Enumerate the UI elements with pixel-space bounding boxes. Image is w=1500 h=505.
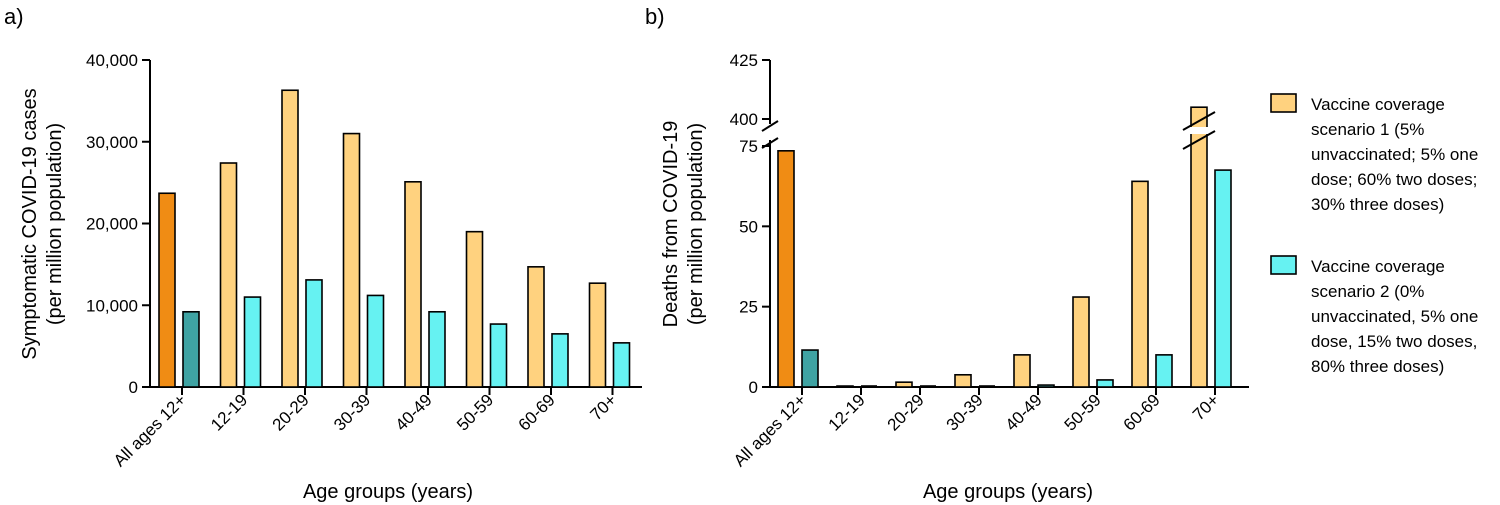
bar-a-scenario2 bbox=[489, 323, 508, 388]
legend-text-line: unvaccinated; 5% one bbox=[1311, 145, 1478, 164]
y-axis-title-a-line2: (per million population) bbox=[44, 123, 66, 325]
bar-b-scenario2 bbox=[1214, 169, 1232, 388]
bar-a-scenario1 bbox=[342, 132, 361, 388]
y-tick-label-a: 30,000 bbox=[86, 133, 138, 152]
legend-swatch-scenario1 bbox=[1270, 93, 1297, 113]
legend: Vaccine coverage scenario 1 (5% unvaccinat… bbox=[1270, 93, 1478, 376]
bar-b-scenario1 bbox=[777, 150, 795, 388]
x-tick-label-b: 50-59 bbox=[1061, 390, 1105, 434]
bar-a-scenario1 bbox=[281, 89, 299, 388]
y-tick-label-b: 0 bbox=[749, 378, 758, 397]
x-tick-label-b: 20-29 bbox=[884, 390, 928, 434]
bar-a-scenario2 bbox=[366, 294, 385, 388]
bar-b-scenario2 bbox=[1096, 379, 1114, 388]
y-tick-label-b: 425 bbox=[730, 51, 758, 70]
legend-text-line: 30% three doses) bbox=[1311, 195, 1444, 214]
bar-b-scenario1 bbox=[1131, 180, 1149, 388]
x-axis-title-b: Age groups (years) bbox=[923, 481, 1093, 503]
legend-text-line: dose, 15% two doses, bbox=[1311, 332, 1477, 351]
legend-swatch-scenario2 bbox=[1270, 255, 1297, 275]
bar-a-scenario2 bbox=[182, 310, 200, 388]
legend-text-line: dose; 60% two doses; bbox=[1311, 170, 1477, 189]
chart-b-deaths: 0 25 50 75 400 425 All ages 12+ 12-19 20-29 30-39… bbox=[660, 51, 1249, 503]
bar-b-scenario2 bbox=[1155, 354, 1173, 388]
x-tick-label-a: 20-29 bbox=[269, 390, 313, 434]
panel-b-label: b) bbox=[645, 4, 665, 29]
legend-text-line: scenario 2 (0% bbox=[1311, 282, 1424, 301]
x-tick-label-a: 40-49 bbox=[392, 390, 436, 434]
legend-text-line: Vaccine coverage bbox=[1311, 95, 1445, 114]
bar-a-scenario2 bbox=[551, 333, 569, 388]
bar-a-scenario1 bbox=[588, 282, 607, 388]
bar-a-scenario2 bbox=[428, 310, 446, 388]
y-axis-title-a: Symptomatic COVID-19 cases (per million p… bbox=[19, 88, 66, 359]
bar-b-scenario2 bbox=[1037, 384, 1055, 388]
y-tick-label-b: 75 bbox=[739, 137, 758, 156]
y-tick-label-a: 20,000 bbox=[86, 215, 138, 234]
bar-b-scenario1 bbox=[895, 381, 913, 388]
legend-text-line: unvaccinated, 5% one bbox=[1311, 307, 1478, 326]
bar-a-scenario1 bbox=[465, 230, 484, 388]
x-tick-label-a: 30-39 bbox=[330, 390, 374, 434]
y-tick-label-b: 50 bbox=[739, 217, 758, 236]
x-tick-label-b: 60-69 bbox=[1120, 390, 1164, 434]
chart-a-cases: 0 10,000 20,000 30,000 40,000 All ages 12+ 12-… bbox=[19, 51, 642, 503]
x-tick-label-b: 40-49 bbox=[1002, 390, 1046, 434]
y-tick-label-a: 0 bbox=[129, 378, 138, 397]
bar-a-scenario1 bbox=[158, 192, 176, 388]
bar-a-scenario2 bbox=[305, 279, 323, 388]
x-tick-label-a: 60-69 bbox=[515, 390, 559, 434]
x-tick-label-a: 50-59 bbox=[453, 390, 497, 434]
x-tick-label-b: 30-39 bbox=[943, 390, 987, 434]
x-axis-title-a: Age groups (years) bbox=[303, 481, 473, 503]
y-tick-label-a: 10,000 bbox=[86, 296, 138, 315]
y-tick-label-a: 40,000 bbox=[86, 51, 138, 70]
legend-text-line: 80% three doses) bbox=[1311, 357, 1444, 376]
bar-b-scenario2 bbox=[801, 349, 819, 388]
bar-b-scenario1 bbox=[954, 373, 972, 388]
bar-b-scenario1 bbox=[1190, 106, 1208, 388]
y-axis-title-a-line1: Symptomatic COVID-19 cases bbox=[19, 88, 41, 359]
bar-break-mark-upper bbox=[1182, 111, 1216, 131]
legend-text-line: Vaccine coverage bbox=[1311, 257, 1445, 276]
bar-a-scenario1 bbox=[404, 181, 422, 388]
x-tick-label-a: 70+ bbox=[586, 390, 620, 424]
bar-a-scenario1 bbox=[527, 266, 545, 388]
bar-b-scenario1 bbox=[1072, 296, 1090, 388]
bar-b-scenario1 bbox=[1013, 354, 1031, 388]
panel-a-label: a) bbox=[4, 4, 24, 29]
axis-break-mark-upper bbox=[761, 120, 779, 132]
y-axis-title-b-line1: Deaths from COVID-19 bbox=[660, 121, 682, 328]
x-tick-label-b: 12-19 bbox=[825, 390, 869, 434]
y-tick-label-b: 25 bbox=[739, 298, 758, 317]
y-axis-title-b-line2: (per million population) bbox=[685, 123, 707, 325]
x-tick-label-b: 70+ bbox=[1189, 390, 1223, 424]
legend-text-line: scenario 1 (5% bbox=[1311, 120, 1424, 139]
y-axis-title-b: Deaths from COVID-19 (per million populat… bbox=[660, 121, 707, 328]
bar-a-scenario2 bbox=[612, 342, 631, 388]
x-tick-label-a: All ages 12+ bbox=[110, 390, 190, 470]
y-tick-label-b: 400 bbox=[730, 110, 758, 129]
bar-break-mark-lower bbox=[1182, 130, 1216, 150]
x-tick-label-a: 12-19 bbox=[207, 390, 251, 434]
x-tick-label-b: All ages 12+ bbox=[730, 390, 810, 470]
bar-a-scenario1 bbox=[219, 162, 238, 388]
bar-b-scenario1 bbox=[836, 385, 854, 388]
bar-a-scenario2 bbox=[243, 296, 262, 388]
bar-break-gap bbox=[1183, 127, 1215, 134]
